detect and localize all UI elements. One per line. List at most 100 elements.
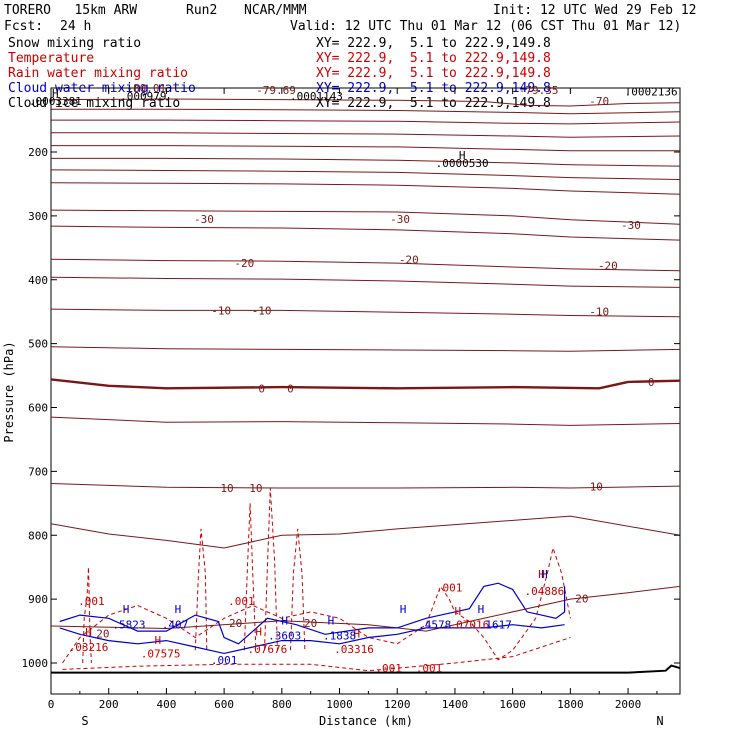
- y-tick-label-500: 500: [28, 338, 48, 351]
- high-marker-8: H: [281, 615, 288, 628]
- isotherm-0: [50, 378, 681, 390]
- contour-label-35: .03216: [69, 641, 109, 654]
- contour-label-33: .001: [375, 662, 402, 675]
- contour-label-5: .0001143: [290, 90, 343, 103]
- contour-label-7: -80.01: [126, 82, 166, 95]
- x-tick-label-0: 0: [48, 698, 55, 711]
- contour-label-41: .5823: [112, 619, 145, 632]
- isotherm-20: [50, 585, 681, 632]
- rain-contour-4: [290, 528, 306, 651]
- contour-label-9: -79.35: [519, 84, 559, 97]
- y-tick-label-700: 700: [28, 465, 48, 478]
- contour-label-22: 0: [648, 376, 655, 389]
- x-tick-label-2000: 2000: [615, 698, 642, 711]
- high-marker-4: H: [455, 605, 462, 618]
- legend-snow-label: Snow mixing ratio: [8, 36, 142, 51]
- y-axis-title: Pressure (hPa): [2, 341, 16, 442]
- isotherm-15: [50, 515, 681, 549]
- isotherm-m60: [51, 119, 681, 125]
- model-title: TORERO 15km ARW: [4, 3, 138, 18]
- contour-label-4: .000979: [120, 90, 166, 103]
- x-end-label-north: N: [656, 714, 663, 728]
- valid-time: Valid: 12 UTC Thu 01 Mar 12 (06 CST Thu …: [290, 19, 682, 34]
- contour-label-38: .03316: [334, 643, 374, 656]
- contour-label-15: -20: [399, 253, 419, 266]
- x-tick-label-800: 800: [272, 698, 292, 711]
- isotherm-m65: [51, 108, 681, 115]
- x-tick-label-400: 400: [156, 698, 176, 711]
- high-marker-5: H: [538, 568, 545, 581]
- legend-cloud-ice-label: Cloud ice mixing ratio: [8, 96, 181, 111]
- contour-label-20: 0: [258, 382, 265, 395]
- isotherm-5: [50, 416, 681, 426]
- contour-label-1: .0003381: [29, 95, 82, 108]
- x-tick-label-1400: 1400: [442, 698, 469, 711]
- isotherm-m30: [50, 209, 681, 225]
- y-tick-label-900: 900: [28, 593, 48, 606]
- contour-label-11: -30: [194, 213, 214, 226]
- isotherm-m40: [50, 169, 681, 180]
- x-tick-label-200: 200: [99, 698, 119, 711]
- y-tick-label-600: 600: [28, 402, 48, 415]
- isotherm-m20: [50, 258, 681, 272]
- contour-label-2: H: [459, 149, 466, 162]
- high-marker-10: H: [400, 603, 407, 616]
- contour-label-27: 20: [229, 617, 242, 630]
- run-label: Run2: [186, 3, 218, 18]
- x-axis-title: Distance (km): [319, 714, 413, 728]
- contour-label-14: -20: [234, 257, 254, 270]
- cloud-water-contour-0: [59, 582, 566, 645]
- x-tick-label-600: 600: [214, 698, 234, 711]
- y-tick-label-800: 800: [28, 529, 48, 542]
- contour-label-46: .1617: [479, 619, 512, 632]
- high-marker-12: H: [541, 568, 548, 581]
- contour-label-42: .407: [162, 619, 189, 632]
- rain-contour-3: [264, 487, 278, 651]
- cloud-water-contour-1: [59, 624, 565, 655]
- contour-label-8: -79.69: [256, 84, 296, 97]
- contour-label-10: -70: [589, 95, 609, 108]
- x-tick-label-1600: 1600: [499, 698, 526, 711]
- isotherm-m15: [50, 276, 681, 288]
- high-marker-6: H: [123, 603, 130, 616]
- contour-label-19: -10: [589, 306, 609, 319]
- plot-frame: [50, 87, 681, 695]
- y-tick-label-300: 300: [28, 210, 48, 223]
- legend-temperature-label: Temperature: [8, 51, 95, 66]
- rain-contour-1: [194, 528, 208, 651]
- legend-temperature-xy: XY= 222.9, 5.1 to 222.9,149.8: [316, 51, 551, 66]
- contour-label-25: 10: [590, 481, 603, 494]
- legend-rain-label: Rain water mixing ratio: [8, 66, 189, 81]
- contour-label-17: -10: [211, 304, 231, 317]
- terrain-surface: [51, 664, 681, 674]
- y-tick-label-1000: 1000: [22, 657, 49, 670]
- isotherm-10: [50, 483, 681, 489]
- isotherm-m70: [50, 98, 681, 107]
- contour-label-3: .0000530: [436, 157, 489, 170]
- contour-label-12: -30: [390, 213, 410, 226]
- isotherm-m10: [50, 308, 681, 318]
- isotherm-m50: [51, 145, 680, 152]
- init-time: Init: 12 UTC Wed 29 Feb 12: [493, 3, 697, 18]
- rain-contour-2: [243, 503, 257, 651]
- contour-label-18: -10: [252, 304, 272, 317]
- contour-label-0: H: [52, 87, 59, 100]
- contour-label-16: -20: [598, 260, 618, 273]
- contour-label-13: -30: [621, 219, 641, 232]
- high-marker-2: H: [255, 626, 262, 639]
- contour-label-37: .07676: [248, 643, 288, 656]
- contour-label-30: .001: [78, 595, 105, 608]
- isotherm-m45: [51, 157, 681, 167]
- contour-label-36: .07575: [141, 647, 181, 660]
- org-label: NCAR/MMM: [244, 3, 307, 18]
- isotherm-m55: [51, 132, 681, 138]
- isotherm-m25: [50, 225, 681, 241]
- contour-label-26: 20: [96, 628, 109, 641]
- contour-label-40: .04886: [525, 585, 565, 598]
- contour-label-23: 10: [220, 482, 233, 495]
- contour-label-45: .4578: [418, 619, 451, 632]
- contour-label-24: 10: [249, 482, 262, 495]
- contour-label-6: .0002136: [625, 85, 678, 98]
- isotherm-m5: [50, 346, 681, 352]
